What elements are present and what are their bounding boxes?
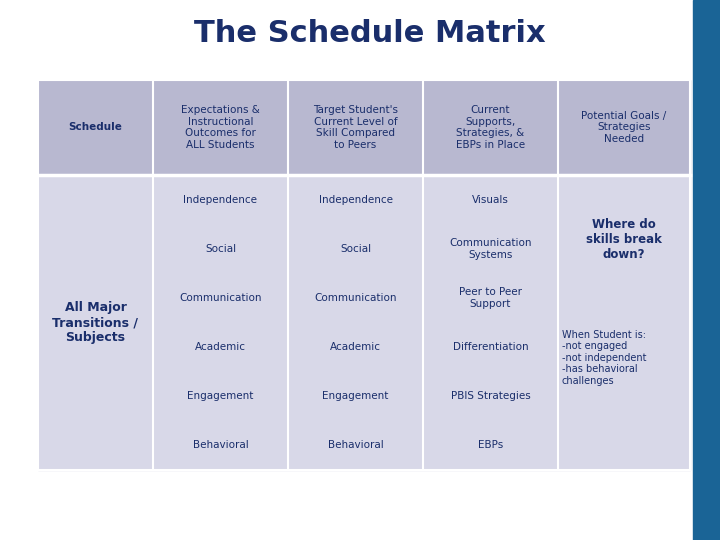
Text: Visuals: Visuals — [472, 194, 509, 205]
Text: Communication
Systems: Communication Systems — [449, 238, 532, 260]
Text: Social: Social — [340, 244, 371, 254]
Text: Current
Supports,
Strategies, &
EBPs in Place: Current Supports, Strategies, & EBPs in … — [456, 105, 525, 150]
Text: Communication: Communication — [179, 293, 262, 303]
Text: EBPs: EBPs — [478, 441, 503, 450]
Text: Expectations &
Instructional
Outcomes for
ALL Students: Expectations & Instructional Outcomes fo… — [181, 105, 260, 150]
Text: Academic: Academic — [330, 342, 381, 352]
Text: Academic: Academic — [195, 342, 246, 352]
Bar — [38, 175, 690, 470]
Text: Peer to Peer
Support: Peer to Peer Support — [459, 287, 522, 309]
Text: PBIS Strategies: PBIS Strategies — [451, 392, 531, 401]
Bar — [38, 80, 690, 175]
Text: Target Student's
Current Level of
Skill Compared
to Peers: Target Student's Current Level of Skill … — [313, 105, 398, 150]
Text: Potential Goals /
Strategies
Needed: Potential Goals / Strategies Needed — [581, 111, 667, 144]
Text: Communication: Communication — [314, 293, 397, 303]
Text: Differentiation: Differentiation — [453, 342, 528, 352]
Text: When Student is:
-not engaged
-not independent
-has behavioral
challenges: When Student is: -not engaged -not indep… — [562, 330, 647, 386]
Text: Behavioral: Behavioral — [328, 441, 383, 450]
Text: Schedule: Schedule — [68, 123, 122, 132]
Text: Where do
skills break
down?: Where do skills break down? — [586, 218, 662, 261]
Text: Social: Social — [205, 244, 236, 254]
Text: All Major
Transitions /
Subjects: All Major Transitions / Subjects — [53, 301, 138, 344]
Text: Independence: Independence — [318, 194, 392, 205]
Text: The Schedule Matrix: The Schedule Matrix — [194, 19, 546, 49]
Text: Engagement: Engagement — [323, 392, 389, 401]
Text: Independence: Independence — [184, 194, 258, 205]
Text: Behavioral: Behavioral — [193, 441, 248, 450]
Text: Engagement: Engagement — [187, 392, 253, 401]
Bar — [693, 0, 720, 540]
